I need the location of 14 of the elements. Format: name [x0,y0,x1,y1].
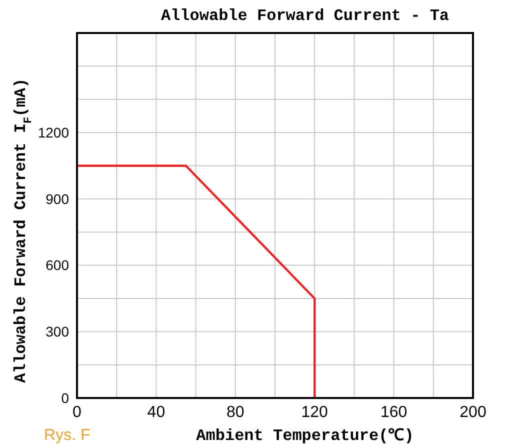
y-tick-label: 1200 [38,124,70,140]
x-tick-label: 40 [147,404,166,421]
x-tick-label: 160 [380,404,408,421]
x-tick-label: 120 [301,404,328,421]
x-axis-title: Ambient Temperature(℃) [196,427,414,445]
x-tick-label: 200 [460,404,486,421]
chart-title: Allowable Forward Current - Ta [160,7,450,25]
y-tick-label: 0 [61,390,70,406]
y-tick-label: 600 [46,257,70,274]
x-tick-label: 0 [72,404,82,421]
x-tick-label: 80 [226,404,244,421]
y-tick-label: 900 [46,190,70,207]
text: Rys. F [44,427,90,444]
y-tick-label: 300 [46,324,70,340]
